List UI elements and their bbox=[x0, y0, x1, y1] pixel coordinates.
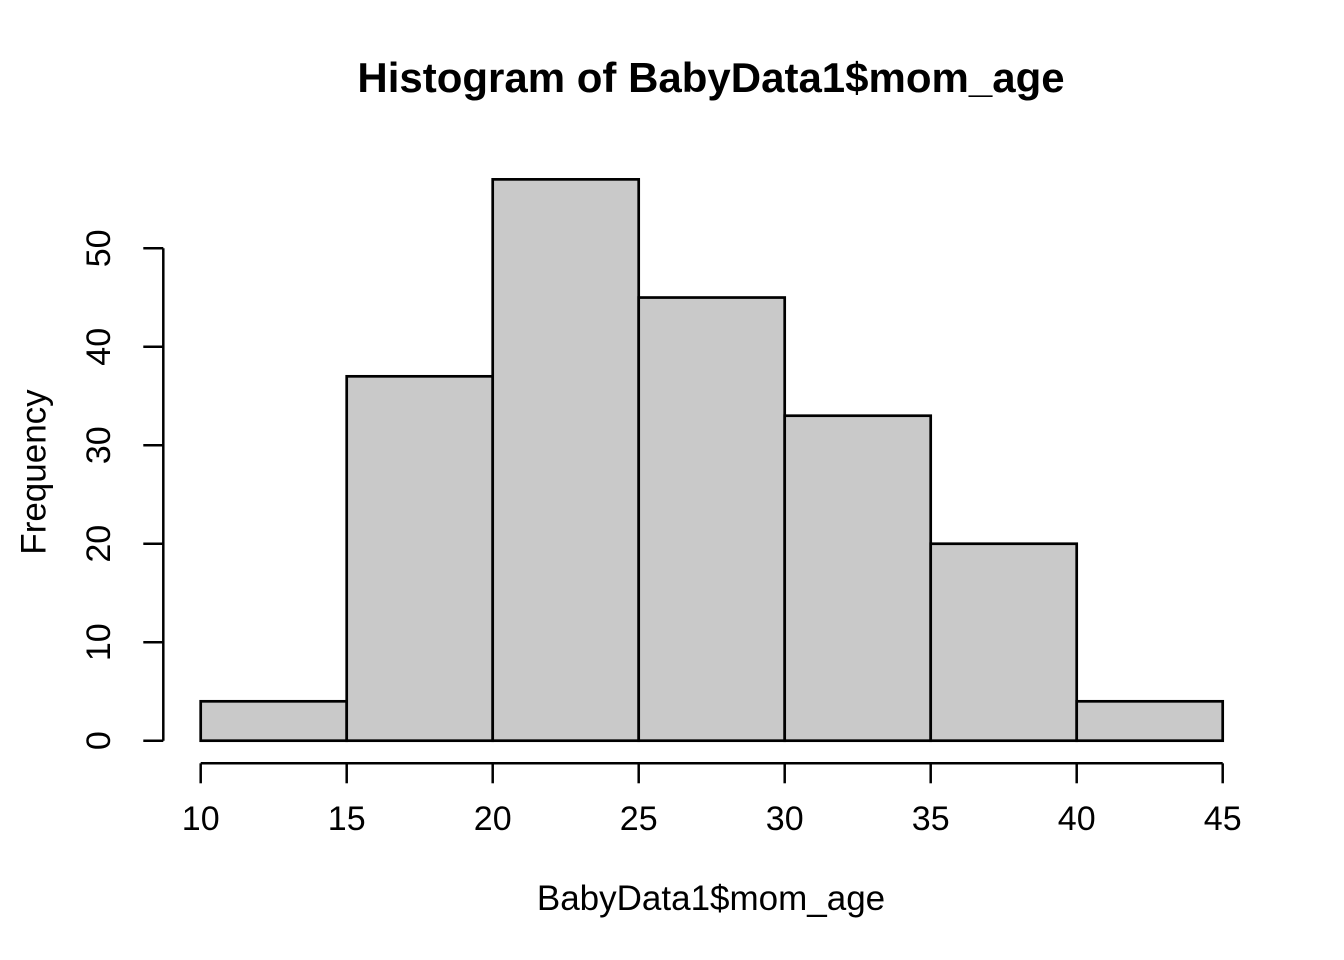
y-tick-label: 30 bbox=[80, 426, 118, 464]
y-tick-label: 10 bbox=[80, 623, 118, 661]
x-tick-label: 30 bbox=[766, 800, 804, 838]
y-tick-label: 0 bbox=[80, 731, 118, 750]
x-tick-label: 25 bbox=[620, 800, 658, 838]
x-axis-label: BabyData1$mom_age bbox=[536, 879, 886, 918]
y-tick-label: 50 bbox=[80, 229, 118, 267]
y-tick-label: 20 bbox=[80, 525, 118, 563]
histogram-bar bbox=[491, 178, 641, 743]
histogram-bar bbox=[345, 374, 495, 743]
x-tick-label: 35 bbox=[912, 800, 950, 838]
chart-title: Histogram of BabyData1$mom_age bbox=[357, 54, 1065, 101]
histogram-bar bbox=[783, 414, 933, 743]
y-tick-label: 40 bbox=[80, 328, 118, 366]
x-tick-label: 20 bbox=[474, 800, 512, 838]
x-tick-label: 10 bbox=[182, 800, 220, 838]
x-tick-label: 45 bbox=[1204, 800, 1242, 838]
histogram-bar bbox=[929, 542, 1079, 743]
x-tick-label: 15 bbox=[328, 800, 366, 838]
histogram-bar bbox=[637, 296, 787, 743]
histogram-bar bbox=[199, 699, 349, 743]
histogram-bar bbox=[1075, 699, 1225, 743]
x-tick-label: 40 bbox=[1058, 800, 1096, 838]
